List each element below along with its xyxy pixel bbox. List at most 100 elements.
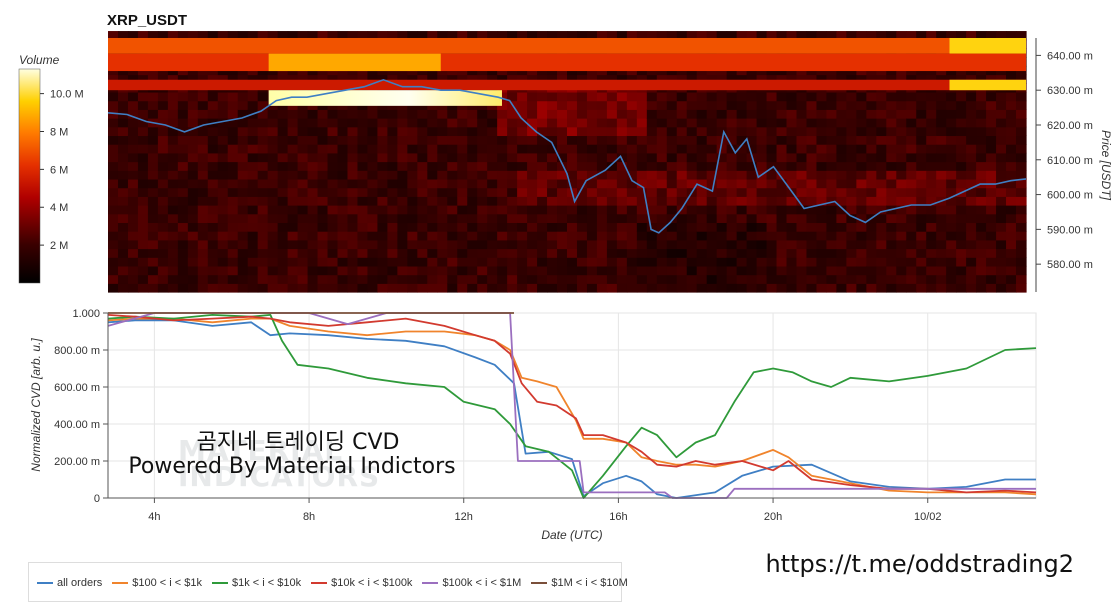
heatmap-cell: [517, 178, 528, 189]
heatmap-cell: [796, 178, 808, 189]
heatmap-cell: [127, 283, 139, 293]
heatmap-cell: [736, 231, 748, 241]
heatmap-cell: [956, 213, 967, 224]
heatmap-cell: [397, 265, 408, 276]
heatmap-cell: [527, 126, 538, 137]
heatmap-cell: [497, 118, 508, 128]
heatmap-cell: [666, 144, 678, 154]
heatmap-cell: [367, 205, 379, 215]
heatmap-cell: [447, 239, 458, 250]
heatmap-cell: [666, 118, 678, 128]
heatmap-cell: [826, 170, 838, 180]
heatmap-cell: [277, 118, 289, 128]
heatmap-cell: [736, 31, 748, 41]
heatmap-cell: [776, 118, 788, 128]
heatmap-cell: [497, 205, 508, 215]
heatmap-cell: [267, 274, 279, 284]
price-tick-label: 610.00 m: [1047, 155, 1093, 167]
heatmap-cell: [586, 135, 598, 145]
heatmap-cell: [856, 283, 867, 293]
heatmap-cell: [457, 178, 468, 189]
cvd-y-tick-label: 800.00 m: [54, 345, 100, 357]
heatmap-cell: [916, 257, 927, 267]
heatmap-cell: [756, 231, 768, 241]
heatmap-cell: [626, 265, 638, 276]
heatmap-cell: [537, 170, 548, 180]
heatmap-cell: [197, 152, 209, 163]
heatmap-cell: [896, 170, 907, 180]
heatmap-cell: [237, 248, 249, 258]
heatmap-cell: [856, 205, 867, 215]
heatmap-cell: [696, 161, 708, 171]
heatmap-cell: [277, 231, 289, 241]
heatmap-cell: [716, 118, 728, 128]
heatmap-cell: [716, 31, 728, 41]
heatmap-cell: [207, 144, 219, 154]
heatmap-cell: [606, 213, 618, 224]
legend-item[interactable]: all orders: [37, 577, 102, 589]
heatmap-cell: [177, 135, 189, 145]
heatmap-cell: [886, 274, 897, 284]
heatmap-cell: [287, 109, 299, 119]
legend-item[interactable]: $1M < i < $10M: [531, 577, 628, 589]
heatmap-cell: [836, 118, 847, 128]
heatmap-cell: [217, 248, 229, 258]
heatmap-cell: [497, 170, 508, 180]
heatmap-cell: [397, 152, 408, 163]
heatmap-cell: [626, 126, 638, 137]
heatmap-cell: [327, 213, 339, 224]
heatmap-cell: [157, 118, 169, 128]
heatmap-cell: [576, 265, 588, 276]
heatmap-cell: [117, 170, 129, 180]
heatmap-cell: [596, 265, 608, 276]
heatmap-cell: [547, 205, 558, 215]
heatmap-cell: [946, 170, 957, 180]
heatmap-cell: [586, 178, 598, 189]
heatmap-cell: [576, 274, 588, 284]
heatmap-cell: [916, 178, 927, 189]
heatmap-cell: [926, 205, 937, 215]
heatmap-cell: [437, 170, 448, 180]
heatmap-cell: [576, 205, 588, 215]
heatmap-cell: [117, 248, 129, 258]
heatmap-cell: [616, 161, 628, 171]
heatmap-cell: [127, 161, 139, 171]
telegram-link[interactable]: https://t.me/oddstrading2: [765, 550, 1074, 578]
heatmap-cell: [756, 126, 768, 137]
heatmap-cell: [786, 205, 798, 215]
heatmap-cell: [836, 231, 847, 241]
heatmap-cell: [137, 274, 149, 284]
heatmap-cell: [417, 118, 428, 128]
heatmap-cell: [447, 196, 458, 206]
heatmap-cell: [996, 222, 1007, 232]
heatmap-cell: [187, 257, 199, 267]
legend-item[interactable]: $1k < i < $10k: [211, 577, 301, 589]
heatmap-cell: [407, 135, 418, 145]
heatmap-cell: [507, 31, 518, 41]
heatmap-cell: [876, 91, 887, 102]
heatmap-cell: [497, 231, 508, 241]
heatmap-cell: [197, 161, 209, 171]
heatmap-cell: [287, 170, 299, 180]
heatmap-cell: [996, 118, 1007, 128]
heatmap-cell: [147, 170, 159, 180]
heatmap-cell: [906, 152, 917, 163]
colorbar-tick-label: 8 M: [50, 126, 68, 138]
legend-item[interactable]: $100 < i < $1k: [112, 577, 202, 589]
heatmap-cell: [137, 265, 149, 276]
heatmap-cell: [776, 100, 788, 110]
heatmap-cell: [137, 100, 149, 110]
heatmap-cell: [996, 205, 1007, 215]
heatmap-cell: [307, 231, 319, 241]
heatmap-cell: [986, 161, 997, 171]
heatmap-cell: [766, 213, 778, 224]
heatmap-cell: [517, 257, 528, 267]
heatmap-cell: [936, 170, 947, 180]
heatmap-cell: [906, 118, 917, 128]
heatmap-cell: [886, 213, 897, 224]
legend-item[interactable]: $10k < i < $100k: [311, 577, 412, 589]
heatmap-cell: [836, 144, 847, 154]
heatmap-cell: [487, 213, 498, 224]
heatmap-cell: [796, 126, 808, 137]
legend-item[interactable]: $100k < i < $1M: [422, 577, 521, 589]
